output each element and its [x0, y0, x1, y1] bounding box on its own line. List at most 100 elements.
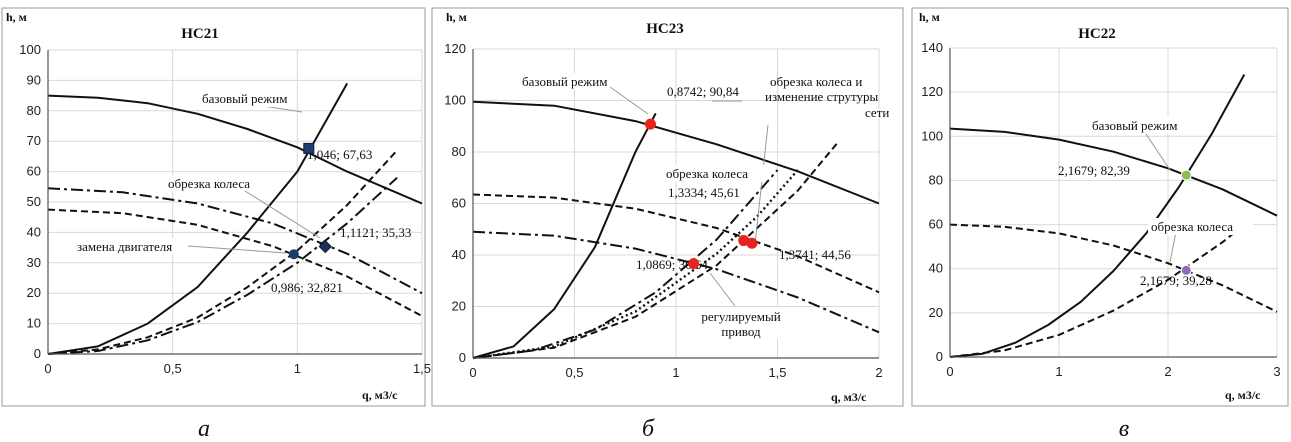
point-label-trim-1: 1,1121; 35,33	[340, 225, 411, 240]
series-line-0	[949, 127, 1278, 217]
series-line-5	[472, 141, 840, 359]
operating-point-marker	[1180, 264, 1192, 276]
panel-caption: а	[198, 416, 210, 442]
tick-labels: 0 10 20 30 40 50 60 70 80 90 100 0 0,5 1 1,5	[19, 42, 431, 376]
x-tick-label: 1	[672, 365, 679, 380]
y-tick-label: 100	[444, 93, 466, 108]
series-group	[472, 100, 880, 360]
panel-nc22: 0 20 40 60 80 100 120 140 0 1 2 3 НС22 h, м q, м3/с…	[911, 7, 1289, 407]
y-tick-label: 140	[921, 40, 943, 55]
x-tick-label: 2	[1164, 364, 1171, 379]
label-bg	[519, 73, 617, 90]
x-tick-label: 1	[294, 361, 301, 376]
panel-caption: б	[642, 416, 655, 442]
panel-frame	[911, 7, 1289, 407]
x-tick-label: 0,5	[164, 361, 182, 376]
x-tick-label: 2	[875, 365, 882, 380]
annotation-vfd-1: регулируемый	[701, 309, 780, 324]
y-axis-label: h, м	[6, 10, 27, 24]
y-tick-label: 90	[27, 72, 41, 87]
operating-point-marker	[644, 118, 656, 130]
y-tick-label: 120	[921, 84, 943, 99]
x-axis-label: q, м3/с	[362, 388, 398, 402]
y-tick-label: 70	[27, 133, 41, 148]
leader-line	[1169, 231, 1177, 263]
annotation-base-mode: базовый режим	[202, 91, 287, 106]
x-tick-label: 0	[44, 361, 51, 376]
y-tick-label: 0	[34, 346, 41, 361]
x-tick-label: 3	[1273, 364, 1280, 379]
panel-nc21: 0 10 20 30 40 50 60 70 80 90 100 0 0,5 1 1,5 НС21 h, м…	[1, 7, 431, 407]
y-tick-label: 60	[929, 217, 943, 232]
y-tick-label: 20	[929, 305, 943, 320]
chart-title: НС21	[181, 26, 219, 42]
annotation-trim-network-1: обрезка колеса и	[770, 74, 862, 89]
panel-nc23: 0 20 40 60 80 100 120 0 0,5 1 1,5 2 НС23 h, м q, м3…	[431, 7, 904, 407]
y-tick-label: 100	[19, 42, 41, 57]
x-tick-label: 0	[469, 365, 476, 380]
y-tick-label: 0	[459, 350, 466, 365]
y-tick-label: 40	[452, 247, 466, 262]
point-label-motor: 0,986; 32,821	[271, 280, 343, 295]
operating-point-marker	[288, 249, 299, 260]
label-bg	[198, 90, 296, 107]
series-line-2	[949, 223, 1278, 313]
y-tick-label: 60	[27, 164, 41, 179]
leader-line	[244, 190, 321, 239]
leader-line	[709, 272, 736, 307]
annotation-base-mode: базовый режим	[522, 74, 607, 89]
x-tick-label: 1,5	[413, 361, 431, 376]
y-tick-label: 60	[452, 196, 466, 211]
leader-line	[754, 124, 769, 245]
annotation-trim-network-3: сети	[865, 105, 889, 120]
operating-point-marker	[688, 258, 700, 270]
annotation-trim-network-2: изменение струтуры	[765, 89, 879, 104]
axes	[949, 48, 1277, 358]
series-line-1	[47, 82, 349, 355]
y-tick-label: 80	[929, 172, 943, 187]
panel-frame	[431, 7, 904, 407]
point-label-trim: 1,3334; 45,61	[668, 185, 740, 200]
y-tick-label: 80	[27, 103, 41, 118]
series-line-1	[472, 112, 657, 359]
tick-labels: 0 20 40 60 80 100 120 140 0 1 2 3	[921, 40, 1280, 379]
y-axis-label: h, м	[446, 10, 467, 24]
label-bg	[75, 238, 189, 255]
series-group	[949, 74, 1278, 358]
point-label-trim-network: 1,3741; 44,56	[779, 247, 851, 262]
y-tick-label: 0	[936, 349, 943, 364]
label-bg	[1148, 218, 1253, 235]
series-line-0	[47, 94, 423, 205]
points-group	[1180, 169, 1192, 276]
operating-point-marker	[303, 142, 315, 154]
y-tick-label: 80	[452, 144, 466, 159]
operating-point-marker	[746, 237, 758, 249]
x-tick-label: 0	[946, 364, 953, 379]
y-tick-label: 120	[444, 41, 466, 56]
point-label-base: 1,046; 67,63	[307, 147, 372, 162]
series-line-3	[949, 219, 1251, 358]
leader-line	[609, 86, 649, 115]
label-bg	[700, 307, 785, 339]
y-tick-label: 40	[27, 224, 41, 239]
annotation-vfd-2: привод	[721, 324, 761, 339]
annotation-motor-replacement: замена двигателя	[77, 239, 172, 254]
leader-line	[1143, 130, 1171, 171]
point-label-trim: 1,1121; 35,33	[340, 225, 411, 240]
series-line-0	[472, 100, 880, 205]
chart-title: НС22	[1078, 26, 1116, 42]
x-axis-label: q, м3/с	[831, 390, 867, 404]
y-tick-label: 40	[929, 261, 943, 276]
point-label-trim: 2,1679; 39,28	[1140, 273, 1212, 288]
y-tick-label: 100	[921, 128, 943, 143]
series-line-4	[47, 149, 398, 355]
label-bg	[663, 165, 765, 182]
operating-point-marker	[1180, 169, 1192, 181]
y-tick-label: 20	[27, 285, 41, 300]
series-line-5	[47, 176, 398, 355]
point-label-base: 2,1679; 82,39	[1058, 163, 1130, 178]
series-line-2	[47, 187, 423, 295]
series-line-6	[472, 169, 799, 360]
point-label-base: 0,8742; 90,84	[667, 84, 739, 99]
axes	[47, 50, 422, 355]
